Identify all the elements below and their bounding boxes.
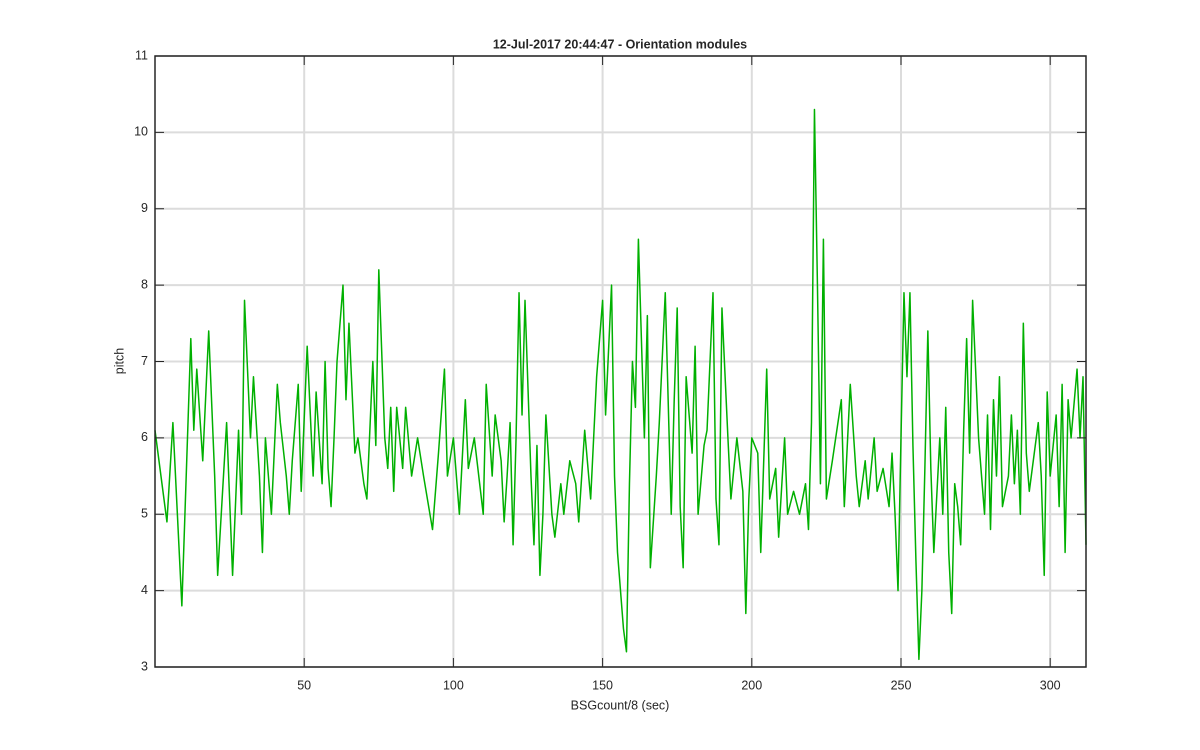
y-tick-label: 10 bbox=[134, 125, 148, 139]
y-tick-label: 3 bbox=[141, 659, 148, 673]
x-tick-label: 300 bbox=[1040, 678, 1061, 692]
y-tick-label: 5 bbox=[141, 507, 148, 521]
chart-title: 12-Jul-2017 20:44:47 - Orientation modul… bbox=[493, 37, 747, 51]
x-tick-label: 200 bbox=[741, 678, 762, 692]
x-tick-label: 150 bbox=[592, 678, 613, 692]
y-tick-label: 6 bbox=[141, 430, 148, 444]
y-tick-label: 8 bbox=[141, 277, 148, 291]
x-tick-label: 250 bbox=[891, 678, 912, 692]
y-tick-label: 9 bbox=[141, 201, 148, 215]
y-tick-label: 7 bbox=[141, 354, 148, 368]
x-axis-label: BSGcount/8 (sec) bbox=[571, 698, 670, 712]
y-axis-label: pitch bbox=[112, 348, 126, 374]
x-tick-label: 100 bbox=[443, 678, 464, 692]
y-tick-label: 11 bbox=[135, 48, 148, 62]
x-tick-label: 50 bbox=[297, 678, 311, 692]
y-tick-label: 4 bbox=[141, 583, 148, 597]
data-line bbox=[154, 108, 1087, 661]
